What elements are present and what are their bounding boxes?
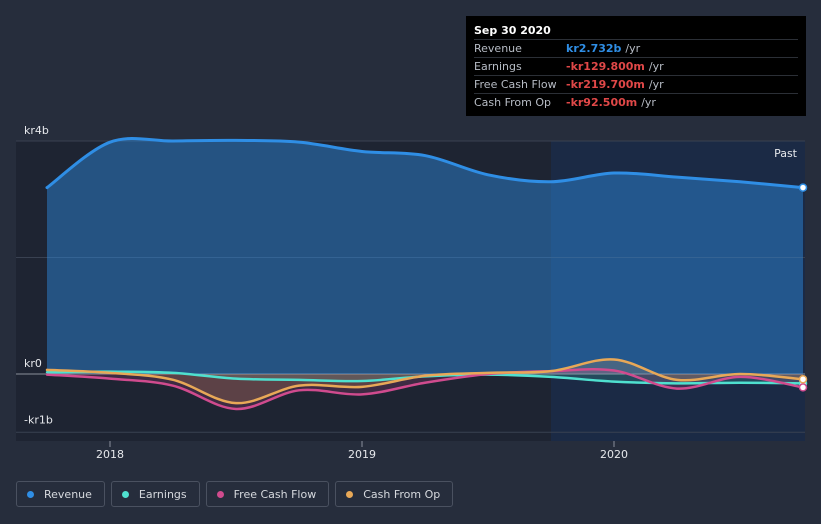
revenue-end-point <box>798 183 808 192</box>
tooltip-row: Cash From Op -kr92.500m/yr <box>474 94 798 111</box>
legend-item-cash-from-op[interactable]: Cash From Op <box>335 481 454 507</box>
legend-dot-icon <box>216 490 224 498</box>
tooltip-row: Free Cash Flow -kr219.700m/yr <box>474 76 798 94</box>
legend-label: Revenue <box>44 487 92 501</box>
tooltip-value: kr2.732b <box>566 42 622 55</box>
y-tick-label: -kr1b <box>24 413 53 426</box>
legend-item-earnings[interactable]: Earnings <box>110 481 200 507</box>
past-region <box>551 141 805 441</box>
tooltip-unit: /yr <box>648 78 664 91</box>
free-cash-flow-line <box>45 368 805 411</box>
x-tick-label: 2019 <box>348 448 376 461</box>
x-tick-label: 2020 <box>600 448 628 461</box>
tooltip-date: Sep 30 2020 <box>474 22 798 40</box>
legend: Revenue Earnings Free Cash Flow Cash From O… <box>16 481 454 507</box>
legend-dot-icon <box>27 490 34 498</box>
legend-item-revenue[interactable]: Revenue <box>16 481 105 507</box>
revenue-area <box>47 138 803 375</box>
cash-from-op-end-point <box>798 375 808 384</box>
tooltip-unit: /yr <box>648 60 664 73</box>
tooltip-value: -kr219.700m <box>566 78 645 91</box>
legend-label: Free Cash Flow <box>233 487 317 501</box>
tooltip-label: Revenue <box>474 42 522 55</box>
revenue-line <box>45 136 805 190</box>
cash-from-op-line <box>45 358 805 405</box>
past-label: Past <box>774 147 798 160</box>
legend-item-free-cash-flow[interactable]: Free Cash Flow <box>205 481 330 507</box>
legend-label: Cash From Op <box>363 487 441 501</box>
tooltip-row: Earnings -kr129.800m/yr <box>474 58 798 76</box>
tooltip-label: Cash From Op <box>474 96 552 109</box>
tooltip-unit: /yr <box>641 96 656 109</box>
tooltip-row: Revenue kr2.732b/yr <box>474 40 798 58</box>
free-cash-flow-end-point <box>798 383 808 392</box>
legend-dot-icon <box>121 490 129 498</box>
tooltip-label: Earnings <box>474 60 522 73</box>
legend-label: Earnings <box>138 487 187 501</box>
tooltip-label: Free Cash Flow <box>474 78 557 91</box>
y-tick-label: kr0 <box>24 357 42 370</box>
tooltip-value: -kr92.500m <box>566 96 638 109</box>
y-tick-label: kr4b <box>24 124 49 137</box>
tooltip-unit: /yr <box>625 42 641 55</box>
x-tick-label: 2018 <box>96 448 124 461</box>
tooltip: Sep 30 2020 Revenue kr2.732b/yr Earnings -k… <box>466 16 806 116</box>
legend-dot-icon <box>346 490 354 498</box>
tooltip-value: -kr129.800m <box>566 60 645 73</box>
